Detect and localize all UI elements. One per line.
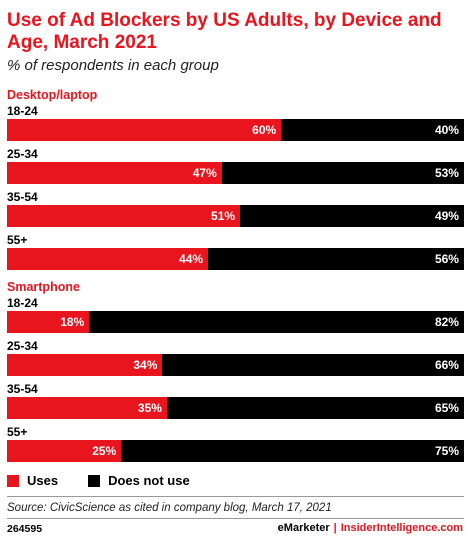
legend-swatch-uses: [7, 474, 19, 487]
legend-swatch-does-not-use: [88, 474, 101, 487]
data-label-does-not-use: 66%: [434, 358, 459, 372]
bar-segment-uses: 60%: [7, 119, 282, 141]
data-label-uses: 25%: [92, 444, 117, 458]
bar-segment-uses: 25%: [7, 440, 122, 462]
bar-segment-does-not-use: 49%: [240, 205, 464, 227]
stacked-bar: 51% 49%: [7, 205, 464, 227]
row-label: 18-24: [7, 296, 38, 310]
bar-segment-uses: 47%: [7, 162, 222, 184]
legend-label-does-not-use: Does not use: [108, 473, 190, 488]
brand-separator: |: [333, 522, 337, 534]
bar-segment-uses: 44%: [7, 248, 209, 270]
data-label-uses: 44%: [179, 252, 204, 266]
legend-item-does-not-use: Does not use: [88, 473, 190, 488]
data-label-uses: 51%: [211, 209, 236, 223]
data-label-does-not-use: 49%: [434, 209, 459, 223]
stacked-bar: 60% 40%: [7, 119, 464, 141]
row-label: 55+: [7, 425, 28, 439]
data-label-does-not-use: 53%: [434, 166, 459, 180]
row-label: 25-34: [7, 339, 38, 353]
data-label-does-not-use: 65%: [434, 401, 459, 415]
stacked-bar: 47% 53%: [7, 162, 464, 184]
legend-label-uses: Uses: [27, 473, 59, 488]
bar-segment-uses: 35%: [7, 397, 167, 419]
stacked-bar: 18% 82%: [7, 311, 464, 333]
chart-id: 264595: [7, 523, 43, 535]
group-label-desktop-laptop: Desktop/laptop: [7, 88, 98, 102]
footer-divider: [7, 496, 464, 497]
brand-emarketer: eMarketer: [277, 522, 330, 534]
data-label-does-not-use: 56%: [434, 252, 459, 266]
row-label: 35-54: [7, 190, 38, 204]
bar-segment-uses: 51%: [7, 205, 241, 227]
bar-segment-does-not-use: 75%: [121, 440, 464, 462]
row-label: 35-54: [7, 382, 38, 396]
data-label-uses: 35%: [137, 401, 162, 415]
bar-segment-does-not-use: 82%: [89, 311, 464, 333]
bar-segment-does-not-use: 40%: [281, 119, 464, 141]
data-label-does-not-use: 75%: [434, 444, 459, 458]
bar-segment-uses: 18%: [7, 311, 90, 333]
bar-segment-uses: 34%: [7, 354, 163, 376]
data-label-uses: 18%: [60, 315, 85, 329]
footer-divider-bottom: [7, 518, 464, 519]
legend-item-uses: Uses: [7, 473, 58, 488]
data-label-uses: 47%: [192, 166, 217, 180]
data-label-uses: 60%: [252, 123, 277, 137]
source-note: Source: CivicScience as cited in company…: [7, 502, 332, 514]
stacked-bar: 34% 66%: [7, 354, 464, 376]
legend: Uses Does not use: [7, 473, 220, 488]
data-label-uses: 34%: [133, 358, 158, 372]
data-label-does-not-use: 82%: [434, 315, 459, 329]
group-label-smartphone: Smartphone: [7, 280, 80, 294]
bar-segment-does-not-use: 66%: [162, 354, 464, 376]
chart-title: Use of Ad Blockers by US Adults, by Devi…: [7, 10, 442, 53]
row-label: 25-34: [7, 147, 38, 161]
row-label: 18-24: [7, 104, 38, 118]
stacked-bar: 35% 65%: [7, 397, 464, 419]
chart-subtitle: % of respondents in each group: [7, 57, 219, 74]
bar-segment-does-not-use: 56%: [208, 248, 464, 270]
stacked-bar: 44% 56%: [7, 248, 464, 270]
footer-brand: eMarketer | InsiderIntelligence.com: [278, 522, 463, 534]
data-label-does-not-use: 40%: [434, 123, 459, 137]
bar-segment-does-not-use: 53%: [221, 162, 464, 184]
brand-insider-intelligence: InsiderIntelligence.com: [340, 522, 463, 534]
stacked-bar: 25% 75%: [7, 440, 464, 462]
bar-segment-does-not-use: 65%: [166, 397, 464, 419]
row-label: 55+: [7, 233, 28, 247]
